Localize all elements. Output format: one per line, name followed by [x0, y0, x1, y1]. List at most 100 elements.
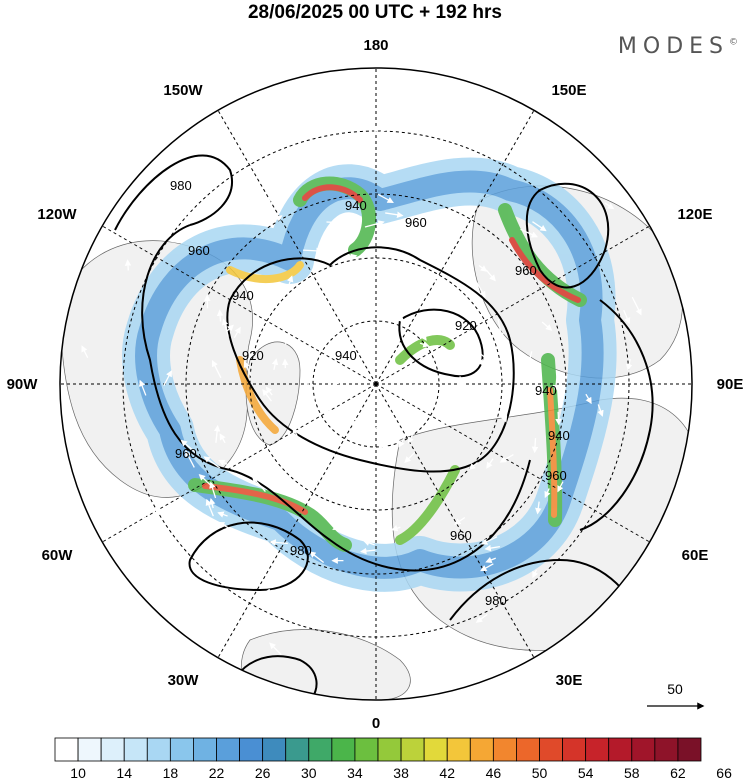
wind-arrow	[263, 588, 279, 596]
contour-label: 960	[188, 243, 210, 258]
colorbar-swatch	[216, 737, 240, 762]
lon-label-60w: 60W	[42, 547, 74, 564]
contour-label: 980	[290, 543, 312, 558]
wind-arrow	[304, 582, 316, 591]
wind-arrow	[377, 121, 398, 128]
colorbar-tick-label: 10	[70, 765, 86, 781]
wind-arrow	[374, 488, 386, 495]
contour-labels: 980 960 940 940 960 920 940 920 960 940 …	[170, 178, 570, 608]
wind-arrow	[363, 539, 375, 546]
wind-arrow	[365, 309, 376, 316]
wind-arrow	[171, 185, 188, 195]
colorbar-swatch	[631, 737, 656, 762]
meridian-line	[102, 225, 377, 385]
lon-label-90w: 90W	[7, 376, 39, 393]
contour-940-ring	[226, 246, 515, 473]
wind-arrow	[535, 501, 542, 515]
contour-960-siberia	[525, 182, 610, 289]
wind-arrow	[442, 389, 452, 409]
wind-arrow	[666, 353, 673, 364]
wind-arrow	[485, 556, 496, 563]
wind-arrow	[203, 456, 221, 469]
wind-arrow	[265, 386, 273, 396]
wind-arrow	[669, 393, 678, 409]
wind-arrow	[324, 395, 332, 412]
colorbar-swatch	[100, 737, 125, 762]
wind-arrow	[280, 444, 288, 462]
wind-arrow	[395, 313, 405, 323]
colorbar: 10141822263034384246505458626670	[54, 737, 732, 781]
wind-arrow	[531, 438, 539, 454]
colorbar-tick-label: 66	[716, 765, 732, 781]
lon-label-90e: 90E	[717, 376, 744, 393]
colorbar-swatch	[423, 737, 448, 762]
contour-980-atlantic	[188, 521, 309, 592]
wind-arrow	[247, 133, 263, 145]
wind-arrow	[497, 319, 504, 340]
colorbar-tick-label: 42	[439, 765, 455, 781]
contour-label: 960	[175, 446, 197, 461]
contour-920-inner	[398, 308, 484, 378]
wind-arrow	[290, 144, 305, 158]
contour-label: 920	[242, 348, 264, 363]
wind-arrow	[332, 377, 339, 388]
contour-label: 960	[405, 215, 427, 230]
wind-arrow	[217, 521, 237, 533]
wind-arrow	[331, 351, 343, 366]
wind-arrow	[212, 603, 225, 611]
wind-arrow	[526, 351, 533, 366]
wind-arrow	[472, 351, 484, 367]
wind-arrow	[81, 345, 89, 359]
wind-arrow	[277, 309, 285, 327]
wind-arrow	[364, 516, 376, 523]
wind-arrow	[286, 275, 294, 290]
reference-vector-label: 50	[667, 681, 683, 697]
contour-label: 980	[485, 593, 507, 608]
wind-arrow	[456, 252, 471, 261]
colorbar-swatch	[169, 737, 194, 762]
wind-arrow	[273, 215, 283, 222]
wind-arrow	[233, 326, 241, 339]
colorbar-tick-label: 18	[163, 765, 179, 781]
colorbar-tick-label: 30	[301, 765, 317, 781]
colorbar-swatch	[77, 737, 102, 762]
wind-arrow	[484, 544, 501, 552]
wind-arrow	[499, 405, 508, 423]
wind-arrow	[221, 318, 229, 337]
colorbar-tick-label: 62	[670, 765, 686, 781]
wind-arrow	[476, 282, 486, 298]
colorbar-swatch	[262, 737, 287, 762]
wind-arrow	[269, 539, 288, 546]
wind-arrow	[252, 476, 266, 493]
contour-label: 960	[545, 468, 567, 483]
wind-arrow	[597, 404, 604, 417]
wind-arrow	[243, 360, 252, 377]
wind-arrow	[557, 481, 564, 493]
wind-arrow	[555, 167, 565, 183]
wind-arrow	[623, 309, 631, 325]
colorbar-swatch	[469, 737, 494, 762]
wind-arrow	[451, 315, 461, 325]
wind-arrow	[441, 410, 459, 425]
wind-arrow	[259, 198, 271, 215]
wind-arrow	[216, 309, 224, 322]
colorbar-swatch	[308, 737, 333, 762]
brand-text: MODES	[617, 34, 729, 59]
colorbar-swatch	[377, 737, 402, 762]
jet-streak-europe	[395, 465, 460, 545]
colorbar-swatch	[516, 737, 540, 762]
wind-arrow	[625, 358, 633, 371]
wind-arrow	[478, 265, 488, 272]
wind-arrow	[480, 563, 494, 572]
wind-arrow	[209, 481, 217, 499]
lon-label-150e: 150E	[551, 82, 586, 99]
wind-arrow	[378, 456, 389, 463]
wind-arrow	[327, 296, 340, 311]
wind-arrow	[151, 188, 158, 201]
wind-arrow	[462, 226, 470, 236]
wind-arrow	[415, 324, 427, 341]
longitude-labels: 180 150W 150E 120W 120E 90W 90E 60W 60E …	[7, 37, 744, 732]
colorbar-swatch	[146, 737, 171, 762]
wind-arrow	[350, 420, 360, 427]
contour-label: 940	[335, 348, 357, 363]
